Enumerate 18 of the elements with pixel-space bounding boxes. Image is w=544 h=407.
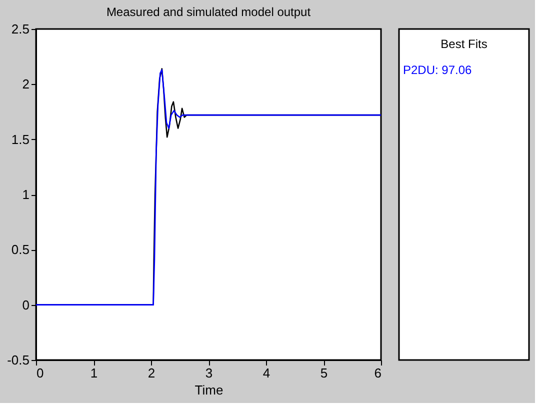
x-axis-title: Time bbox=[194, 382, 224, 398]
legend-title: Best Fits bbox=[440, 37, 488, 51]
x-tick-label: 0 bbox=[36, 366, 44, 380]
x-tick-label: 5 bbox=[320, 366, 328, 380]
y-tick-label: 1.5 bbox=[11, 132, 30, 147]
chart-title: Measured and simulated model output bbox=[106, 5, 312, 19]
x-tick-label: 2 bbox=[148, 366, 156, 380]
y-tick-label: 0 bbox=[22, 297, 30, 312]
x-tick-label: 1 bbox=[90, 366, 98, 380]
x-tick-label: 4 bbox=[262, 366, 270, 380]
y-tick-label: -0.5 bbox=[7, 352, 30, 368]
y-tick-label: 1 bbox=[22, 187, 30, 202]
y-tick-label: 0.5 bbox=[11, 242, 30, 258]
x-tick-label: 3 bbox=[205, 366, 213, 380]
x-tick-label: 6 bbox=[374, 366, 382, 380]
y-tick-label: 2 bbox=[22, 76, 30, 92]
y-tick-label: 2.5 bbox=[11, 22, 30, 36]
text: P2DU: 97.06 bbox=[403, 63, 472, 77]
